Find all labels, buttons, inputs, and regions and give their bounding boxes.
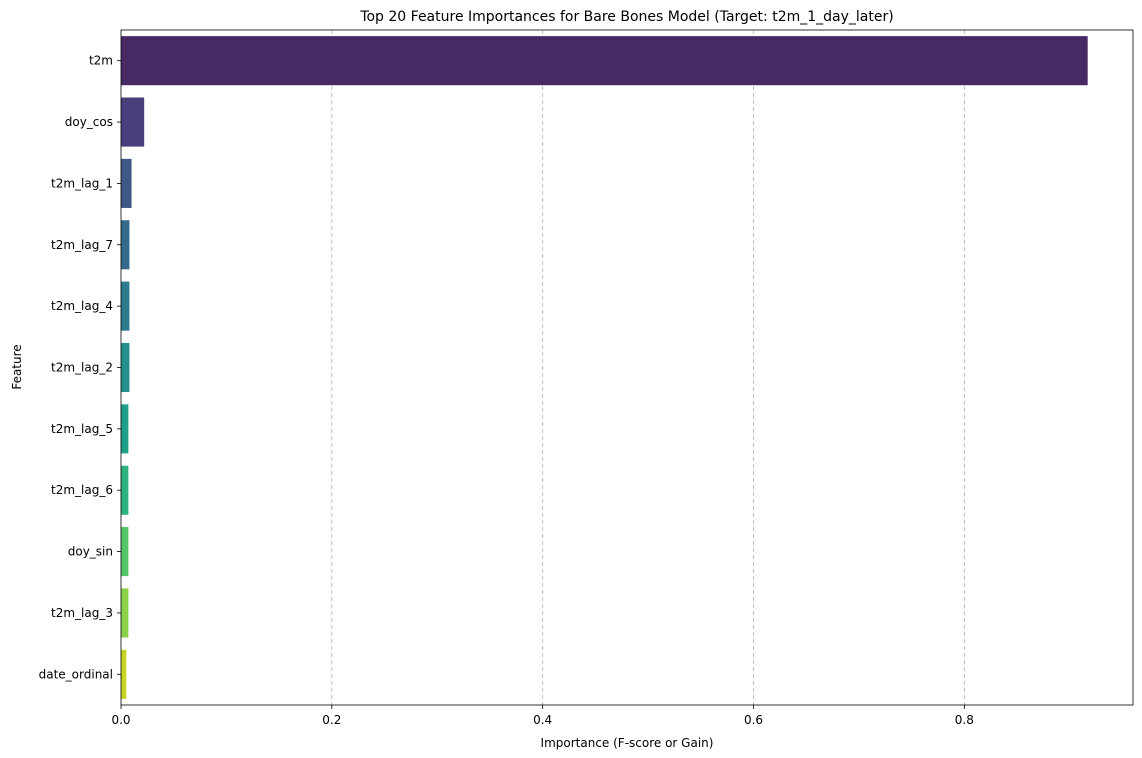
bar-t2m_lag_4	[121, 281, 130, 331]
bar-t2m_lag_1	[121, 158, 132, 208]
bar-doy_cos	[121, 97, 145, 147]
x-axis-label: Importance (F-score or Gain)	[541, 736, 714, 750]
bar-t2m_lag_7	[121, 220, 130, 270]
y-tick-label: t2m_lag_4	[51, 299, 113, 313]
x-tick-label: 0.0	[111, 713, 130, 727]
bar-date_ordinal	[121, 649, 127, 699]
y-axis: t2m doy_cos t2m_lag_1 t2m_lag_7 t2m_lag_4 t2m…	[39, 54, 121, 681]
y-tick-label: t2m_lag_5	[51, 422, 113, 436]
bars-layer	[121, 36, 1088, 699]
x-tick-label: 0.8	[955, 713, 974, 727]
y-axis-label: Feature	[10, 344, 24, 389]
y-tick-label: date_ordinal	[39, 667, 113, 681]
bar-t2m_lag_6	[121, 465, 129, 515]
bar-t2m	[121, 36, 1088, 86]
x-tick-label: 0.2	[322, 713, 341, 727]
y-tick-label: t2m_lag_3	[51, 606, 113, 620]
bar-t2m_lag_3	[121, 588, 129, 638]
chart-title: Top 20 Feature Importances for Bare Bone…	[359, 9, 893, 25]
bar-t2m_lag_2	[121, 342, 130, 393]
y-tick-label: t2m_lag_6	[51, 483, 113, 497]
plot-frame	[120, 29, 1134, 706]
y-tick-label: doy_cos	[65, 115, 113, 129]
y-tick-label: t2m	[89, 54, 113, 68]
bar-doy_sin	[121, 527, 129, 577]
y-tick-label: t2m_lag_7	[51, 238, 113, 252]
y-tick-label: doy_sin	[68, 545, 113, 559]
x-tick-label: 0.4	[533, 713, 552, 727]
grid-layer	[331, 30, 965, 705]
y-tick-label: t2m_lag_2	[51, 361, 113, 375]
y-tick-label: t2m_lag_1	[51, 176, 113, 190]
bar-t2m_lag_5	[121, 404, 129, 454]
x-axis: 0.0 0.2 0.4 0.6 0.8	[111, 705, 974, 727]
x-tick-label: 0.6	[744, 713, 763, 727]
